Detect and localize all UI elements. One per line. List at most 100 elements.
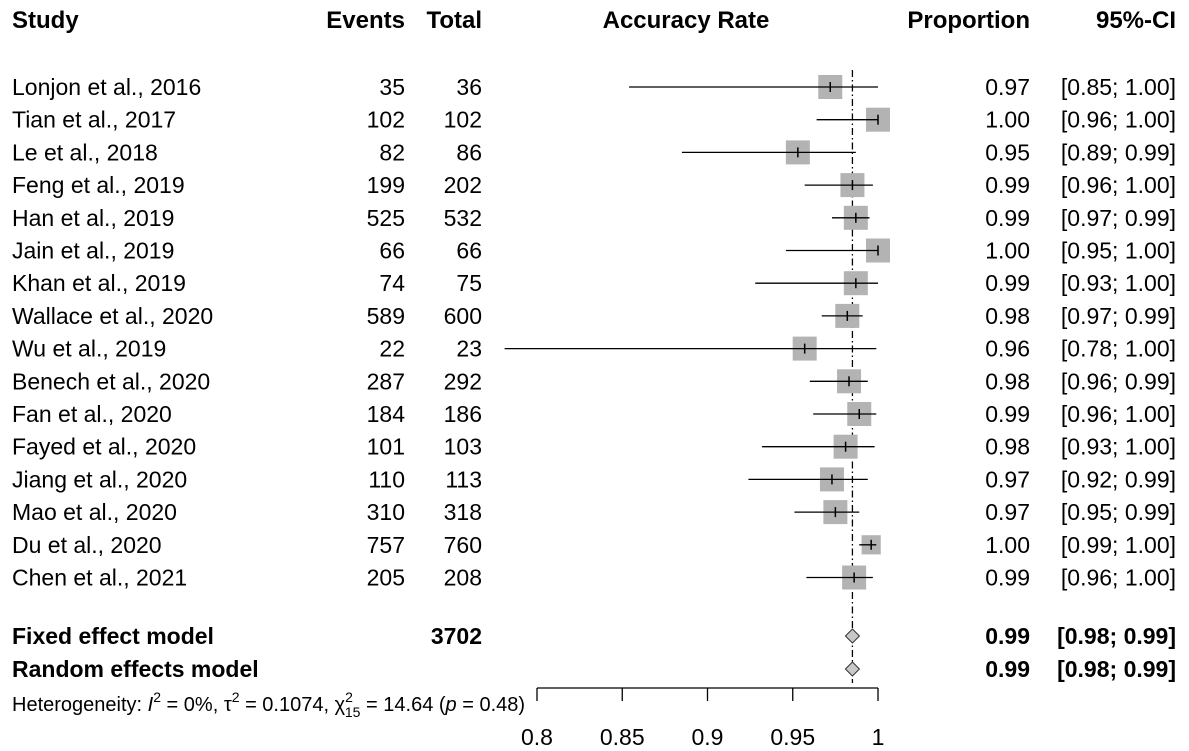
- het-chi-superscript: 2: [345, 689, 353, 705]
- study-total: 600: [444, 303, 482, 329]
- study-ci: [0.96; 0.99]: [1061, 368, 1176, 394]
- summary-row: Random effects model 0.99 [0.98; 0.99]: [12, 656, 1176, 682]
- x-axis: 0.8 0.85 0.9 0.95 1: [521, 687, 884, 750]
- study-name: Benech et al., 2020: [12, 368, 210, 394]
- study-proportion: 0.99: [985, 565, 1030, 591]
- study-events: 205: [367, 565, 405, 591]
- heterogeneity-text: Heterogeneity: I2 = 0%, τ2 = 0.1074, χ2 1…: [12, 689, 525, 720]
- summary-proportion: 0.99: [985, 623, 1030, 649]
- study-name: Tian et al., 2017: [12, 107, 176, 133]
- het-tau-symbol: τ: [224, 694, 232, 716]
- study-name: Jiang et al., 2020: [12, 466, 187, 492]
- het-tau-value: = 0.1074,: [240, 694, 335, 716]
- study-row: Jiang et al., 2020 110 113 0.97 [0.92; 0.99]: [12, 466, 1176, 492]
- study-total: 318: [444, 499, 482, 525]
- het-tau-superscript: 2: [232, 689, 240, 705]
- study-events: 22: [379, 336, 405, 362]
- study-row: Fayed et al., 2020 101 103 0.98 [0.93; 1.00]: [12, 434, 1176, 460]
- x-tick-label: 0.85: [600, 724, 645, 750]
- study-total: 202: [444, 172, 482, 198]
- study-row: Mao et al., 2020 310 318 0.97 [0.95; 0.99]: [12, 499, 1176, 525]
- het-chi-df: 15: [345, 704, 361, 720]
- study-proportion: 1.00: [985, 532, 1030, 558]
- study-events: 101: [367, 434, 405, 460]
- summary-total: 3702: [431, 623, 482, 649]
- study-ci: [0.85; 1.00]: [1061, 74, 1176, 100]
- het-i-value: = 0%,: [161, 694, 224, 716]
- study-name: Le et al., 2018: [12, 139, 158, 165]
- header-total: Total: [426, 7, 482, 34]
- study-row: Chen et al., 2021 205 208 0.99 [0.96; 1.00]: [12, 565, 1176, 591]
- het-i-superscript: 2: [153, 689, 161, 705]
- het-p-value: = 0.48): [457, 694, 525, 716]
- header-events: Events: [326, 7, 405, 34]
- summary-rows: Fixed effect model 3702 0.99 [0.98; 0.99]Ra…: [12, 623, 1176, 682]
- study-ci: [0.78; 1.00]: [1061, 336, 1176, 362]
- summary-proportion: 0.99: [985, 656, 1030, 682]
- study-ci: [0.89; 0.99]: [1061, 139, 1176, 165]
- summary-ci: [0.98; 0.99]: [1057, 623, 1176, 649]
- study-total: 36: [456, 74, 482, 100]
- summary-diamond: [844, 661, 861, 677]
- study-proportion: 0.98: [985, 434, 1030, 460]
- study-name: Jain et al., 2019: [12, 238, 174, 264]
- study-name: Feng et al., 2019: [12, 172, 185, 198]
- study-name: Han et al., 2019: [12, 205, 174, 231]
- study-row: Du et al., 2020 757 760 1.00 [0.99; 1.00]: [12, 532, 1176, 558]
- het-chi-symbol: χ: [335, 694, 346, 716]
- study-row: Han et al., 2019 525 532 0.99 [0.97; 0.99]: [12, 205, 1176, 231]
- study-row: Tian et al., 2017 102 102 1.00 [0.96; 1.00]: [12, 107, 1176, 133]
- study-name: Khan et al., 2019: [12, 270, 186, 296]
- study-total: 86: [456, 139, 482, 165]
- study-total: 75: [456, 270, 482, 296]
- study-events: 757: [367, 532, 405, 558]
- study-name: Wu et al., 2019: [12, 336, 166, 362]
- study-name: Chen et al., 2021: [12, 565, 187, 591]
- header-proportion: Proportion: [907, 7, 1030, 34]
- study-rows: Lonjon et al., 2016 35 36 0.97 [0.85; 1.00] T…: [12, 74, 1176, 591]
- study-ci: [0.93; 1.00]: [1061, 434, 1176, 460]
- study-row: Wallace et al., 2020 589 600 0.98 [0.97; 0.9…: [12, 303, 1176, 329]
- study-proportion: 0.99: [985, 270, 1030, 296]
- header-study: Study: [12, 7, 79, 34]
- study-proportion: 0.97: [985, 499, 1030, 525]
- study-ci: [0.97; 0.99]: [1061, 303, 1176, 329]
- study-events: 589: [367, 303, 405, 329]
- study-total: 292: [444, 368, 482, 394]
- study-row: Khan et al., 2019 74 75 0.99 [0.93; 1.00]: [12, 270, 1176, 296]
- het-prefix: Heterogeneity:: [12, 694, 148, 716]
- study-name: Lonjon et al., 2016: [12, 74, 201, 100]
- study-events: 74: [379, 270, 405, 296]
- study-total: 103: [444, 434, 482, 460]
- summary-ci: [0.98; 0.99]: [1057, 656, 1176, 682]
- summary-row: Fixed effect model 3702 0.99 [0.98; 0.99]: [12, 623, 1176, 649]
- study-ci: [0.96; 1.00]: [1061, 107, 1176, 133]
- study-total: 23: [456, 336, 482, 362]
- study-name: Fan et al., 2020: [12, 401, 172, 427]
- header-accuracy-rate: Accuracy Rate: [603, 7, 770, 34]
- study-total: 113: [445, 466, 482, 492]
- study-events: 82: [379, 139, 405, 165]
- study-name: Wallace et al., 2020: [12, 303, 213, 329]
- x-tick-label: 0.8: [521, 724, 553, 750]
- het-chi-value: = 14.64 (: [360, 694, 445, 716]
- study-events: 199: [367, 172, 405, 198]
- study-ci: [0.96; 1.00]: [1061, 565, 1176, 591]
- study-events: 310: [367, 499, 405, 525]
- study-ci: [0.97; 0.99]: [1061, 205, 1176, 231]
- study-ci: [0.96; 1.00]: [1061, 172, 1176, 198]
- study-row: Feng et al., 2019 199 202 0.99 [0.96; 1.00]: [12, 172, 1176, 198]
- het-p-symbol: p: [445, 694, 457, 716]
- study-total: 532: [444, 205, 482, 231]
- study-proportion: 0.99: [985, 401, 1030, 427]
- study-proportion: 1.00: [985, 107, 1030, 133]
- x-tick-label: 0.9: [692, 724, 724, 750]
- study-ci: [0.93; 1.00]: [1061, 270, 1176, 296]
- study-name: Mao et al., 2020: [12, 499, 177, 525]
- study-total: 208: [444, 565, 482, 591]
- study-total: 760: [444, 532, 482, 558]
- study-name: Fayed et al., 2020: [12, 434, 196, 460]
- study-proportion: 0.97: [985, 466, 1030, 492]
- study-row: Lonjon et al., 2016 35 36 0.97 [0.85; 1.00]: [12, 74, 1176, 100]
